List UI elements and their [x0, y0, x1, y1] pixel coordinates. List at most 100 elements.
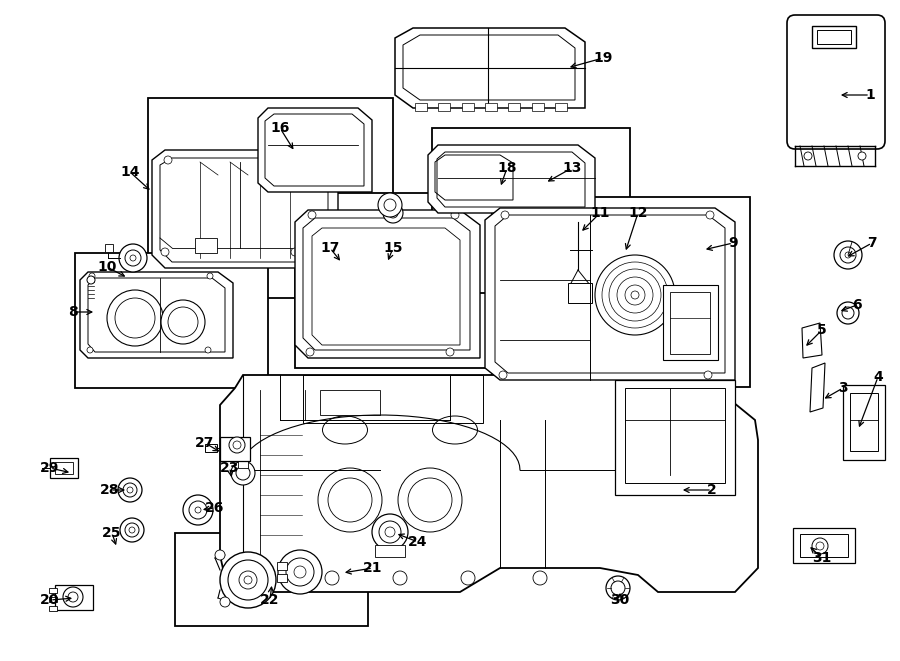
Bar [492, 197, 750, 387]
Circle shape [704, 371, 712, 379]
Bar [320, 390, 380, 415]
Circle shape [501, 211, 509, 219]
Text: 4: 4 [873, 370, 883, 384]
Text: 17: 17 [320, 241, 339, 255]
Bar [105, 244, 113, 252]
Circle shape [706, 211, 714, 219]
Bar [303, 375, 483, 423]
Bar [55, 585, 93, 610]
Text: 9: 9 [728, 236, 738, 250]
Bar [49, 597, 57, 602]
Circle shape [858, 152, 866, 160]
Bar [175, 533, 368, 626]
Text: 25: 25 [103, 526, 122, 540]
Circle shape [278, 550, 322, 594]
Circle shape [804, 152, 812, 160]
Circle shape [378, 193, 402, 217]
Circle shape [446, 348, 454, 356]
Polygon shape [80, 272, 233, 358]
Circle shape [119, 244, 147, 272]
Text: 26: 26 [205, 501, 225, 515]
Circle shape [207, 273, 213, 279]
Bar [625, 388, 725, 483]
Polygon shape [395, 28, 585, 108]
Bar [50, 458, 78, 478]
Bar [205, 444, 217, 452]
Bar [615, 380, 735, 495]
Circle shape [120, 518, 144, 542]
Bar [55, 462, 73, 474]
Text: 28: 28 [100, 483, 120, 497]
Text: 24: 24 [409, 535, 428, 549]
Circle shape [606, 576, 630, 600]
Circle shape [372, 514, 408, 550]
Circle shape [296, 156, 304, 164]
Text: 13: 13 [562, 161, 581, 175]
Circle shape [129, 527, 135, 533]
FancyBboxPatch shape [787, 15, 885, 149]
Bar [850, 393, 878, 451]
Circle shape [499, 371, 507, 379]
Text: 30: 30 [610, 593, 630, 607]
Bar [843, 385, 885, 460]
Circle shape [837, 302, 859, 324]
Bar [462, 103, 474, 111]
Circle shape [845, 252, 851, 258]
Text: 2: 2 [707, 483, 717, 497]
Circle shape [205, 347, 211, 353]
Text: 6: 6 [852, 298, 862, 312]
Text: 22: 22 [260, 593, 280, 607]
Circle shape [164, 156, 172, 164]
Bar [817, 30, 851, 44]
Circle shape [220, 552, 276, 608]
Text: 21: 21 [364, 561, 382, 575]
Text: 7: 7 [868, 236, 877, 250]
Circle shape [63, 587, 83, 607]
Circle shape [251, 571, 265, 585]
Circle shape [130, 255, 136, 261]
Polygon shape [220, 375, 758, 592]
Circle shape [118, 478, 142, 502]
Circle shape [89, 273, 95, 279]
Circle shape [107, 290, 163, 346]
Polygon shape [485, 208, 735, 380]
Circle shape [231, 461, 255, 485]
Text: 16: 16 [270, 121, 290, 135]
Bar [220, 437, 250, 461]
Circle shape [239, 571, 257, 589]
Bar [432, 128, 630, 293]
Circle shape [308, 211, 316, 219]
Text: 18: 18 [497, 161, 517, 175]
Bar [438, 103, 450, 111]
Bar [49, 588, 57, 593]
Text: 8: 8 [68, 305, 78, 319]
Circle shape [385, 527, 395, 537]
Text: 29: 29 [40, 461, 59, 475]
Bar [375, 545, 405, 557]
Polygon shape [802, 323, 822, 358]
Text: 5: 5 [817, 323, 827, 337]
Circle shape [325, 571, 339, 585]
Circle shape [306, 348, 314, 356]
Circle shape [195, 507, 201, 513]
Circle shape [812, 538, 828, 554]
Bar [800, 534, 848, 557]
Bar [508, 103, 520, 111]
Bar [238, 460, 248, 468]
Polygon shape [810, 363, 825, 412]
Bar [555, 103, 567, 111]
Circle shape [220, 597, 230, 607]
Text: 12: 12 [628, 206, 648, 220]
Circle shape [229, 437, 245, 453]
Text: 11: 11 [590, 206, 610, 220]
Circle shape [127, 487, 133, 493]
Circle shape [294, 566, 306, 578]
Circle shape [461, 571, 475, 585]
Bar [195, 238, 217, 253]
Bar [148, 98, 393, 298]
Circle shape [161, 248, 169, 256]
Bar [75, 253, 268, 388]
Circle shape [215, 550, 225, 560]
Bar [532, 103, 544, 111]
Circle shape [161, 300, 205, 344]
